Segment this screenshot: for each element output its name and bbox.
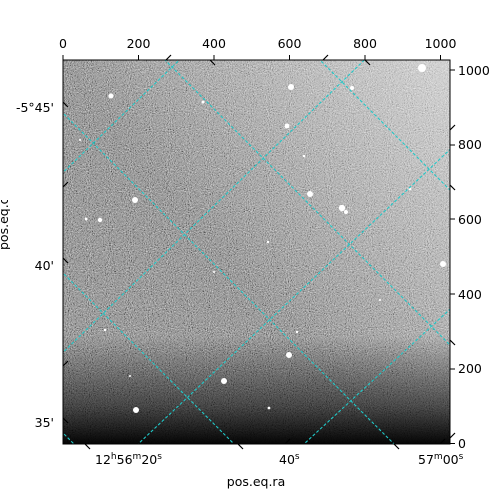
y-axis-title: pos.eq.dec — [0, 200, 10, 250]
y-axis-title-clip: pos.eq.dec — [0, 200, 10, 300]
top-tick-label: 800 — [353, 36, 377, 51]
dec-grid-line — [137, 148, 450, 444]
star-sources — [79, 64, 446, 413]
dec-grid-line — [303, 308, 450, 444]
ra-grid-line — [63, 272, 235, 444]
ra-tick-label: 12h56m20s — [95, 452, 162, 467]
x-axis-title: pos.eq.ra — [227, 474, 285, 489]
right-tick-label: 600 — [458, 212, 482, 227]
sky-image — [63, 60, 450, 444]
top-pixel-axis — [62, 55, 441, 60]
right-tick-label: 1000 — [458, 63, 490, 78]
top-tick-label: 1000 — [425, 36, 457, 51]
ra-grid-line — [63, 112, 395, 444]
top-tick-label: 600 — [278, 36, 302, 51]
ra-tick-label: 57m00s — [418, 452, 464, 467]
dec-tick-label: -5°45' — [16, 100, 54, 115]
ra-grid-line — [319, 60, 450, 191]
top-tick-label: 200 — [127, 36, 151, 51]
top-tick-label: 400 — [202, 36, 226, 51]
right-pixel-axis — [450, 69, 455, 444]
wcs-grid — [63, 60, 450, 444]
dec-tick-label: 40' — [35, 258, 54, 273]
right-tick-label: 400 — [458, 287, 482, 302]
wcs-ticks — [62, 54, 456, 450]
right-tick-label: 0 — [458, 436, 466, 451]
right-tick-label: 800 — [458, 137, 482, 152]
ra-tick-label: 40s — [279, 452, 300, 467]
dec-tick-label: 35' — [35, 415, 54, 430]
right-tick-label: 200 — [458, 361, 482, 376]
ra-grid-line — [164, 60, 450, 346]
top-tick-label: 0 — [59, 36, 67, 51]
image-frame — [62, 59, 451, 445]
dec-grid-line — [63, 60, 366, 354]
